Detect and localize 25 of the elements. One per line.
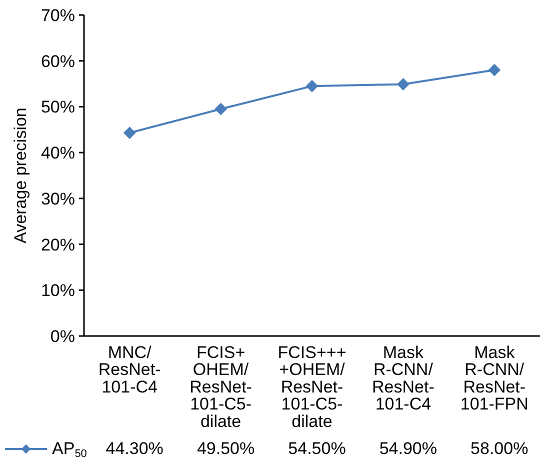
data-label: 54.90%: [378, 438, 438, 460]
x-tick-label: MNC/ ResNet- 101-C4: [98, 343, 161, 396]
y-tick-label: 30%: [40, 189, 75, 208]
point: [306, 80, 318, 92]
y-tick-label: 20%: [40, 235, 75, 254]
point: [397, 78, 410, 90]
data-label: 49.50%: [196, 438, 256, 460]
point: [488, 64, 500, 76]
x-tick-label: Mask R-CNN/ ResNet- 101-C4: [372, 343, 434, 414]
y-tick-label: 10%: [40, 281, 75, 300]
point: [214, 103, 227, 116]
y-tick-label: 70%: [40, 6, 75, 26]
y-axis-title: Average precision: [11, 108, 30, 244]
y-tick-label: 50%: [40, 98, 75, 117]
data-label: 54.50%: [287, 438, 347, 460]
x-tick-label: FCIS+ OHEM/ ResNet- 101-C5- dilate: [190, 343, 252, 431]
y-tick-label: 0%: [50, 327, 75, 346]
legend-label: AP$_{50}$: [52, 439, 87, 460]
x-tick-label: Mask R-CNN/ ResNet- 101-FPN: [460, 343, 528, 414]
data-label: 58.00%: [470, 438, 530, 460]
point: [124, 126, 136, 139]
x-tick-label: FCIS+++ +OHEM/ ResNet- 101-C5- dilate: [278, 343, 346, 431]
y-tick-label: 40%: [40, 144, 75, 163]
y-tick-label: 60%: [40, 52, 75, 71]
data-label: 44.30%: [104, 438, 164, 460]
